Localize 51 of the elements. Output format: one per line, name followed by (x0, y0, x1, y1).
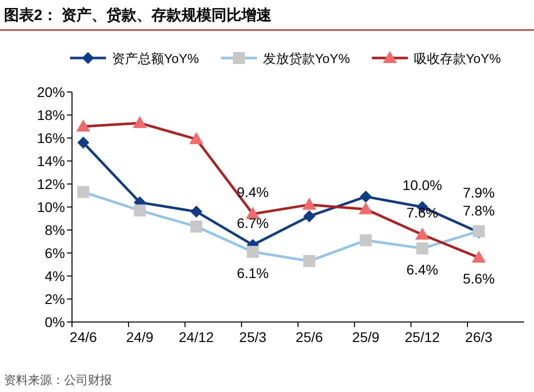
point (77, 136, 90, 149)
point (302, 198, 316, 210)
point (415, 228, 430, 240)
x-tick-label: 24/6 (70, 329, 98, 345)
x-tick-label: 24/12 (178, 329, 214, 345)
point (358, 202, 373, 214)
data-label: 6.7% (236, 214, 269, 231)
text: 资料来源：公司财报 (4, 373, 112, 387)
data-label: 9.4% (236, 184, 269, 200)
point (132, 116, 147, 128)
point (77, 186, 90, 198)
point (246, 246, 259, 258)
point (190, 206, 202, 218)
data-label: 7.8% (462, 202, 495, 218)
point (189, 132, 204, 144)
y-tick-label: 8% (44, 222, 65, 238)
point (303, 210, 316, 222)
y-tick-label: 16% (36, 130, 65, 146)
y-tick-label: 12% (36, 176, 65, 192)
point (360, 234, 372, 246)
x-tick-label: 26/3 (465, 329, 493, 345)
x-tick-label: 24/9 (126, 329, 154, 345)
point (303, 255, 316, 268)
x-tick-label: 25/12 (404, 329, 440, 345)
legend-label: 发放贷款YoY% (262, 51, 350, 66)
legend-label: 吸收存款YoY% (414, 51, 502, 66)
chart-title: 图表2： 资产、贷款、存款规模同比增速 (4, 7, 273, 24)
point (472, 250, 486, 263)
data-label: 5.6% (462, 270, 495, 287)
x-tick-label: 25/9 (352, 329, 380, 345)
legend-label: 资产总额YoY% (112, 51, 200, 66)
data-label: 6.1% (236, 264, 269, 281)
x-tick-label: 25/6 (296, 329, 324, 345)
x-tick-label: 25/3 (239, 329, 267, 345)
point (76, 120, 90, 132)
y-tick-label: 2% (44, 291, 65, 307)
y-tick-label: 6% (44, 245, 65, 261)
y-tick-label: 0% (44, 314, 65, 330)
point (416, 242, 428, 254)
point (360, 190, 372, 203)
data-label: 6.4% (406, 261, 438, 278)
y-tick-label: 20% (36, 84, 65, 100)
y-tick-label: 14% (36, 153, 65, 169)
point (134, 204, 146, 216)
data-label: 10.0% (402, 177, 442, 193)
point (246, 206, 260, 219)
point (190, 220, 202, 233)
y-tick-label: 10% (36, 199, 65, 215)
data-label: 7.9% (462, 184, 495, 200)
y-tick-label: 4% (44, 268, 65, 284)
y-tick-label: 18% (36, 107, 65, 123)
